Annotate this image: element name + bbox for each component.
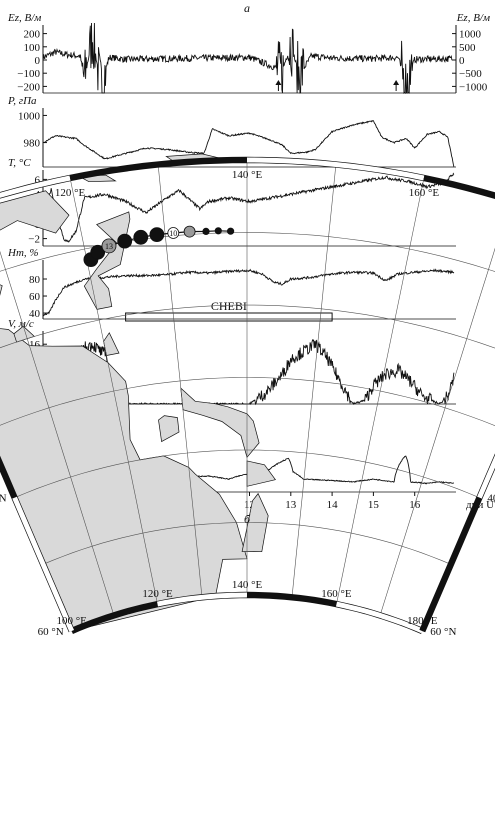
lon-label-top: 140 °E: [232, 579, 263, 591]
meridian-line: [157, 164, 203, 598]
border-seg: [335, 601, 424, 634]
ytick-right-label: 500: [459, 42, 476, 54]
lat-label-left: 40 °N: [0, 493, 7, 505]
ytick-right-label: 0: [459, 55, 465, 67]
ytick-label: 200: [24, 29, 41, 41]
series-line-t: [42, 172, 455, 243]
border-seg: [423, 175, 495, 199]
track-point: [149, 227, 165, 243]
lon-label-top: 160 °E: [321, 588, 352, 600]
ytick-label: 100: [24, 42, 41, 54]
hokkaido: [246, 460, 276, 487]
land: [0, 153, 276, 632]
xtick-label: 12: [244, 499, 255, 511]
ytick-label: 40: [29, 308, 41, 320]
xtick-label: 13: [285, 499, 297, 511]
border-seg: [69, 157, 248, 181]
ylabel-ez: Ez, В/м: [7, 12, 41, 24]
ytick-label: 6: [35, 174, 41, 186]
lon-label-top: 120 °E: [142, 588, 173, 600]
track-point: [227, 227, 235, 235]
track-point-label: 13: [105, 242, 113, 251]
ytick-label: 1000: [18, 110, 41, 122]
ytick-label: 60: [29, 291, 41, 303]
track-point: [101, 238, 117, 254]
ylabel-v: V, м/с: [8, 318, 34, 330]
honshu: [180, 387, 260, 459]
ytick-right-label: −500: [459, 68, 482, 80]
ytick-label: −200: [17, 81, 40, 93]
track-point: [133, 229, 149, 245]
border-seg: [246, 592, 337, 607]
lat-label-right: 40 °N: [487, 493, 495, 505]
ytick-label: 0: [35, 55, 41, 67]
track-point: [183, 225, 196, 238]
chebi-band: [125, 312, 333, 322]
series-line-p: [43, 119, 455, 167]
border-seg: [246, 157, 425, 181]
track-point: [167, 227, 180, 239]
xtick-label: 14: [327, 499, 339, 511]
lon-label-bottom: 140 °E: [232, 169, 263, 181]
track-point: [117, 233, 133, 249]
meridian-line: [69, 177, 158, 605]
border-seg: [420, 496, 482, 632]
lat-label-right: 60 °N: [430, 626, 456, 638]
ylabel-right-ez: Ez, В/м: [456, 12, 490, 24]
border-seg: [157, 592, 248, 607]
arrow-head: [393, 80, 400, 85]
arrow-head: [275, 80, 282, 85]
border-seg: [0, 457, 17, 499]
xtick-label: 15: [368, 499, 380, 511]
track-point: [214, 227, 222, 235]
panel-a-label: а: [244, 1, 250, 15]
track-point-label: 10: [169, 229, 177, 238]
track-point: [90, 244, 106, 260]
border-seg: [477, 455, 495, 499]
meridian-line: [379, 247, 495, 616]
ylabel-t: T, °С: [8, 157, 31, 169]
panel-b-label: б: [244, 512, 251, 526]
lon-label-bottom: 120 °E: [55, 187, 86, 199]
chebi-band-label: СНЕВІ: [211, 299, 247, 313]
border-seg: [70, 601, 159, 634]
borneo: [0, 190, 70, 234]
graticule: [0, 160, 495, 616]
meridian-line: [0, 250, 115, 616]
map-border: [0, 156, 495, 634]
lon-label-top: 100 °E: [57, 615, 88, 627]
annotation-arrow: [275, 80, 282, 91]
ytick-right-label: 1000: [459, 29, 482, 41]
border-seg: [0, 175, 71, 198]
panel-p: 1000 980 P, гПа: [7, 95, 456, 168]
lat-label-left: 60 °N: [38, 626, 64, 638]
ylabel-p: P, гПа: [7, 95, 37, 107]
typhoon-track: 13 10: [83, 225, 235, 268]
series-line-hm: [42, 268, 455, 317]
panel-hm: 80 60 40 Hm, %: [7, 247, 456, 320]
korea: [158, 415, 180, 443]
ytick-label: 80: [29, 274, 41, 286]
asia-mainland: [0, 284, 248, 632]
track-point: [202, 227, 210, 235]
ytick-label: 980: [24, 138, 41, 150]
meridian-line: [336, 177, 425, 605]
lon-label-bottom: 160 °E: [409, 187, 440, 199]
series-line-ez: [42, 22, 453, 95]
ytick-label: −100: [17, 68, 40, 80]
annotation-arrow: [393, 80, 400, 91]
ytick-right-label: −1000: [459, 81, 488, 93]
philippines: [83, 211, 131, 310]
parallel-line: [0, 232, 495, 272]
ytick-label: −2: [28, 234, 40, 246]
lon-label-top: 180 °E: [407, 615, 438, 627]
ytick-label: 16: [29, 339, 41, 351]
border-seg: [12, 496, 74, 632]
meridian-line: [291, 164, 337, 598]
ylabel-hm: Hm, %: [7, 247, 39, 259]
